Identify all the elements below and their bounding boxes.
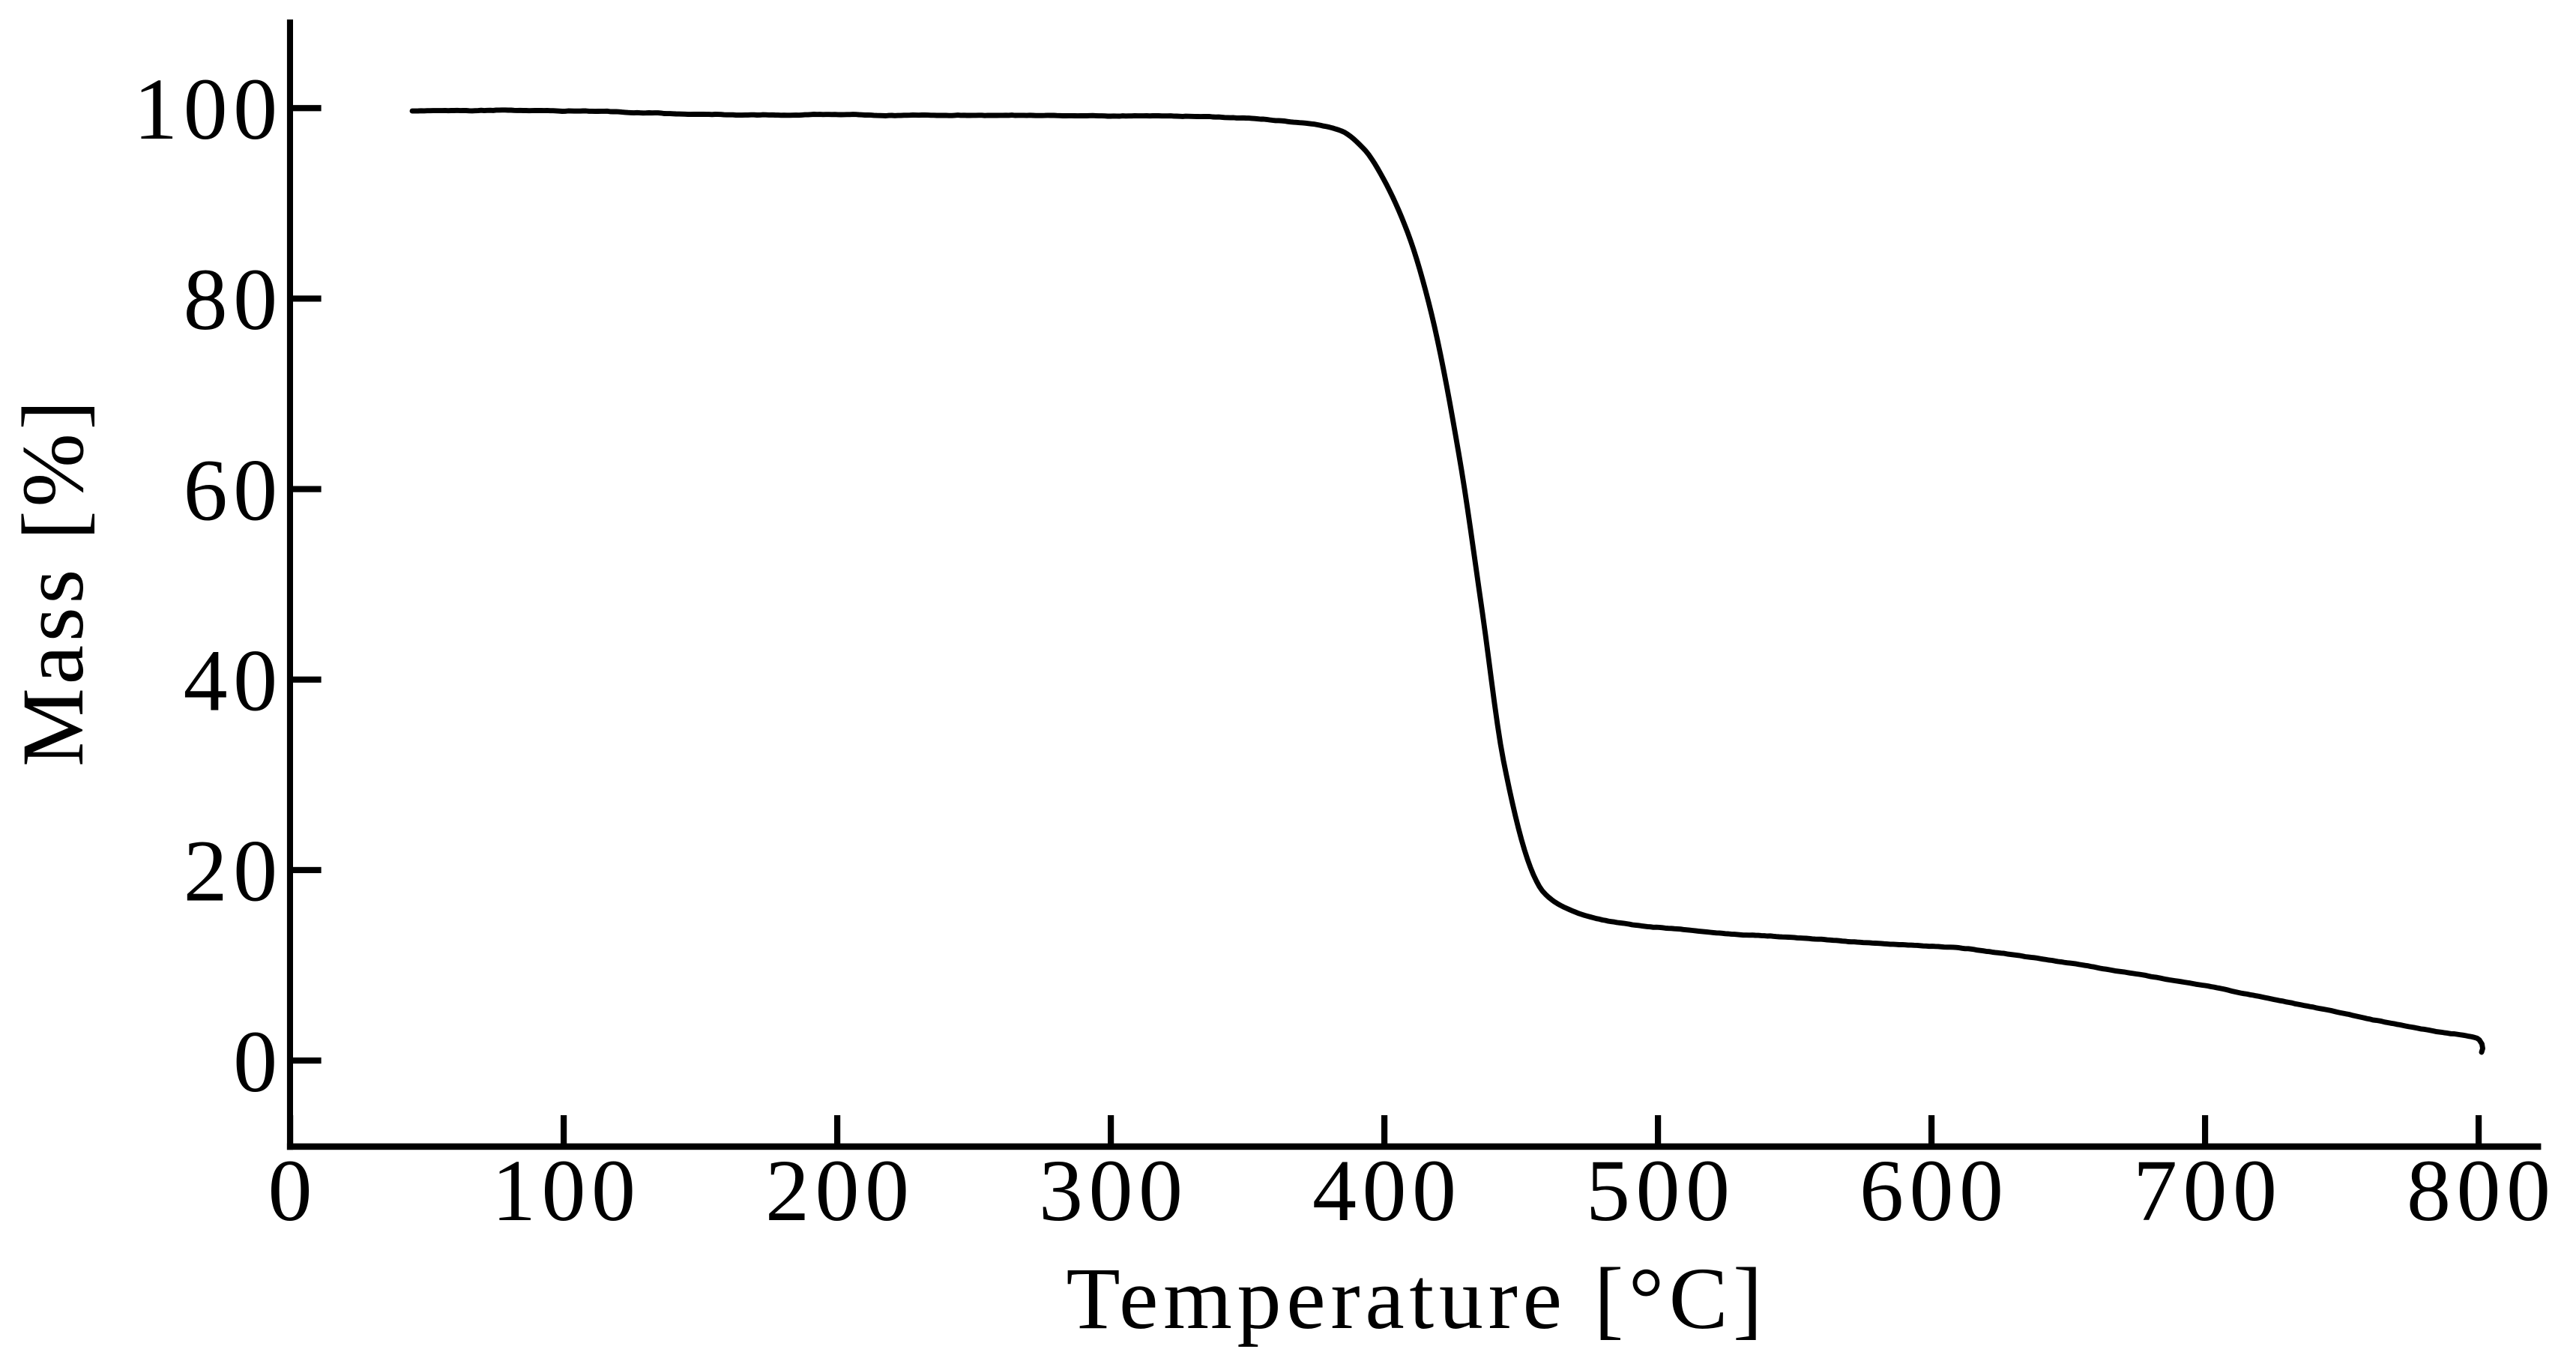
svg-text:700: 700: [2133, 1141, 2283, 1240]
svg-text:400: 400: [1312, 1141, 1462, 1240]
svg-text:40: 40: [184, 632, 283, 730]
svg-text:800: 800: [2407, 1141, 2557, 1240]
svg-text:500: 500: [1586, 1141, 1736, 1240]
svg-text:100: 100: [133, 60, 283, 158]
svg-text:20: 20: [184, 822, 283, 920]
svg-text:60: 60: [184, 441, 283, 539]
svg-text:0: 0: [233, 1013, 283, 1111]
svg-text:300: 300: [1039, 1141, 1189, 1240]
svg-text:Mass [%]: Mass [%]: [4, 396, 102, 767]
svg-text:80: 80: [184, 250, 283, 348]
svg-text:100: 100: [492, 1141, 642, 1240]
svg-text:600: 600: [1859, 1141, 2009, 1240]
svg-text:Temperature [°C]: Temperature [°C]: [1066, 1249, 1767, 1348]
svg-text:0: 0: [268, 1141, 318, 1240]
svg-text:200: 200: [765, 1141, 915, 1240]
